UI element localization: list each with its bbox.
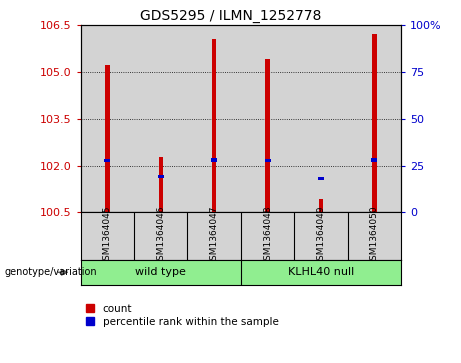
Text: GSM1364050: GSM1364050: [370, 205, 379, 266]
Text: GSM1364049: GSM1364049: [316, 206, 325, 266]
Bar: [211, 158, 217, 162]
Bar: [212, 40, 216, 212]
Bar: [105, 65, 110, 212]
Bar: [159, 157, 163, 212]
Text: genotype/variation: genotype/variation: [5, 267, 97, 277]
Text: GDS5295 / ILMN_1252778: GDS5295 / ILMN_1252778: [140, 9, 321, 23]
Bar: [318, 177, 324, 180]
Text: GSM1364048: GSM1364048: [263, 206, 272, 266]
Text: GSM1364047: GSM1364047: [210, 206, 219, 266]
Text: GSM1364046: GSM1364046: [156, 206, 165, 266]
Bar: [265, 159, 271, 162]
Bar: [266, 59, 270, 212]
Text: wild type: wild type: [136, 267, 186, 277]
Text: GSM1364045: GSM1364045: [103, 206, 112, 266]
Legend: count, percentile rank within the sample: count, percentile rank within the sample: [86, 304, 278, 327]
Bar: [319, 199, 323, 212]
Bar: [372, 158, 378, 162]
Bar: [158, 175, 164, 178]
Bar: [104, 159, 110, 162]
Text: KLHL40 null: KLHL40 null: [288, 267, 354, 277]
Bar: [372, 34, 377, 212]
